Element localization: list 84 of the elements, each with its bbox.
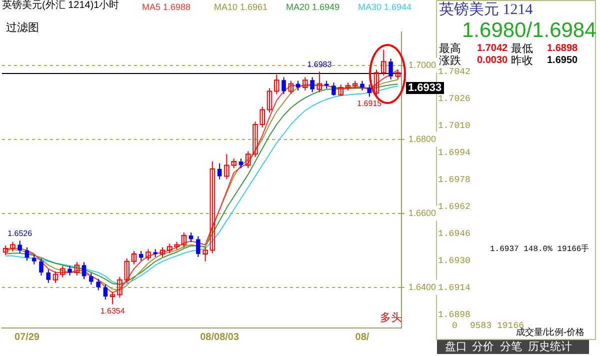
text: 0.0030 (477, 55, 508, 67)
x-tick-label: 07/29 (14, 332, 40, 343)
candlestick (60, 265, 66, 278)
text: 1.6937 148.0% 19166手 (490, 244, 590, 256)
text: 1.6978 (438, 174, 470, 186)
candlestick (10, 241, 16, 252)
candlestick (210, 161, 216, 254)
candlestick (46, 269, 51, 284)
candlestick (74, 262, 80, 276)
candlestick (245, 150, 251, 169)
text: 1.6994 (438, 147, 470, 159)
text: 昨收 (511, 55, 533, 67)
candlestick (316, 71, 322, 93)
text: 历史统计 (528, 341, 572, 354)
text: 1.6933 (406, 82, 444, 94)
candlestick (32, 254, 36, 265)
text: 1.6898 (547, 43, 578, 55)
annotation: 1.6354 (100, 306, 126, 316)
candlestick (266, 88, 272, 114)
candlestick (52, 270, 58, 284)
candlestick (89, 272, 94, 286)
x-tick-label: 08/ (355, 332, 370, 343)
candlestick (202, 246, 208, 262)
candlestick (103, 284, 108, 300)
text: 9583 (470, 320, 492, 332)
candlestick (196, 236, 200, 258)
candlestick (217, 162, 222, 180)
text: 英镑美元 1214 (439, 2, 533, 19)
candlestick (110, 291, 116, 305)
text: 1.6946 (438, 228, 470, 240)
candlestick (131, 250, 137, 265)
text: 涨跌 (439, 55, 461, 67)
annotation: 过滤图 (6, 22, 39, 34)
text: 成交量/比例-价格 (516, 327, 584, 338)
candlestick (395, 69, 401, 80)
text: 1.6898 (438, 309, 470, 321)
text: 1.7042 (438, 66, 470, 78)
text: 1.6930 (438, 255, 470, 267)
text: 分笔 (500, 341, 522, 354)
candlestick (332, 82, 336, 96)
candlestick (2, 244, 8, 256)
candlestick (39, 258, 44, 276)
y-tick-label: 1.6800 (408, 134, 436, 144)
candlestick (367, 84, 372, 98)
text: 最低 (511, 43, 533, 55)
candlestick (146, 248, 151, 262)
text: 盘口 (445, 341, 467, 354)
text: 分价 (472, 341, 494, 354)
y-tick-label: 1.7000 (408, 60, 436, 70)
candlestick (338, 84, 344, 97)
candlestick (374, 69, 380, 97)
text: MA20 1.6949 (286, 1, 340, 13)
annotation: 1.6983 (307, 60, 332, 69)
text: 1.6914 (438, 282, 470, 294)
text: 0 (452, 320, 458, 332)
candlestick (160, 246, 166, 258)
candlestick (381, 49, 386, 76)
text: 1.6950 (547, 55, 578, 67)
annotation: 1.6526 (8, 228, 33, 238)
candlestick (360, 80, 364, 91)
candlestick (181, 232, 187, 248)
text: MA10 1.6961 (214, 1, 268, 13)
x-tick-label: 08/08/03 (200, 332, 240, 343)
candlestick (18, 240, 22, 254)
text: MA30 1.6944 (358, 1, 412, 13)
y-tick-label: 1.6600 (408, 208, 436, 218)
text: 1.6980/1.6984 (462, 19, 596, 43)
text: 1.7026 (438, 93, 470, 105)
text: 1.6962 (438, 201, 470, 213)
text: MA5 1.6988 (142, 1, 191, 13)
candlestick (288, 80, 294, 95)
candlestick (96, 278, 100, 291)
candlestick (82, 262, 86, 280)
candlestick (302, 76, 308, 91)
text: 1.7042 (477, 43, 508, 55)
text: 1.7010 (438, 120, 470, 132)
candlestick (282, 76, 286, 95)
annotation: 1.6915 (357, 98, 382, 108)
y-tick-label: 1.6400 (408, 282, 436, 292)
candlestick (68, 265, 72, 276)
candlestick (274, 74, 280, 95)
candlestick (388, 58, 393, 80)
candlestick (310, 76, 314, 93)
text: 最高 (439, 43, 461, 55)
